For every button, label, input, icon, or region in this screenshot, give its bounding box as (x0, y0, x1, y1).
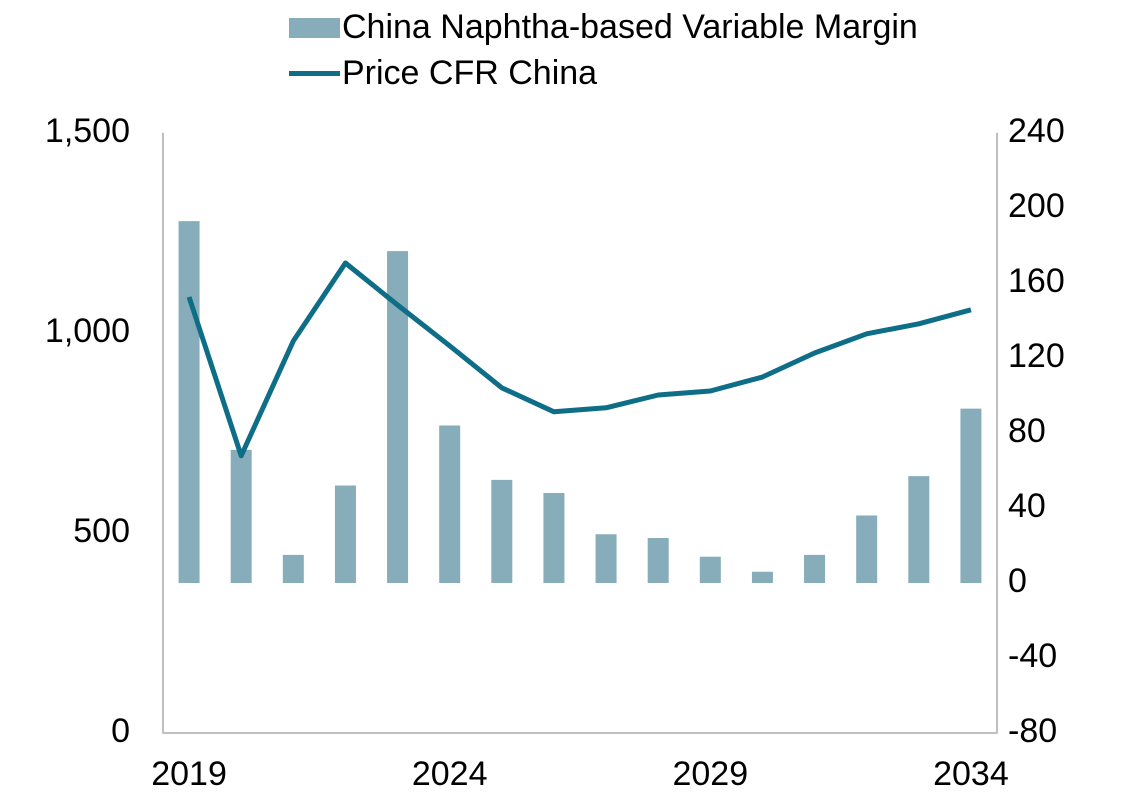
y-tick-label: 500 (73, 512, 130, 550)
bar (178, 221, 200, 583)
legend-item: Price CFR China (287, 50, 942, 96)
legend-label: Price CFR China (342, 54, 598, 92)
x-tick-label: 2029 (672, 755, 748, 793)
y2-tick-label: 80 (1008, 412, 1046, 450)
y2-tick-label: 240 (1008, 112, 1065, 150)
legend-swatch (287, 50, 340, 96)
y2-tick-label: -40 (1008, 637, 1057, 675)
legend-label: China Naphtha-based Variable Margin (342, 8, 918, 46)
bar (595, 534, 617, 583)
y2-tick-label: 200 (1008, 187, 1065, 225)
y-tick-label: 1,000 (45, 312, 130, 350)
x-tick-label: 2024 (412, 755, 488, 793)
y2-tick-label: 40 (1008, 487, 1046, 525)
y2-tick-label: 120 (1008, 337, 1065, 375)
y-tick-label: 1,500 (45, 112, 130, 150)
line (186, 260, 972, 459)
bar (804, 554, 826, 583)
legend-swatch (287, 4, 340, 50)
bar (387, 251, 409, 583)
legend: China Naphtha-based Variable Margin Price… (287, 4, 942, 96)
bar (439, 425, 461, 583)
bar (491, 479, 513, 583)
x-tick-label: 2019 (151, 755, 227, 793)
x-tick-label: 2034 (933, 755, 1009, 793)
bar (282, 554, 304, 583)
bar (543, 493, 565, 583)
y2-tick-label: 0 (1008, 562, 1027, 600)
bar (960, 408, 982, 583)
bar (908, 476, 930, 583)
bar (230, 449, 252, 583)
y-tick-label: 0 (111, 712, 130, 750)
legend-item: China Naphtha-based Variable Margin (287, 4, 942, 50)
y2-tick-label: -80 (1008, 712, 1057, 750)
bar (334, 485, 356, 583)
y2-tick-label: 160 (1008, 262, 1065, 300)
bar (699, 556, 721, 583)
bar (751, 571, 773, 583)
bar (856, 515, 878, 583)
bar (647, 538, 669, 583)
